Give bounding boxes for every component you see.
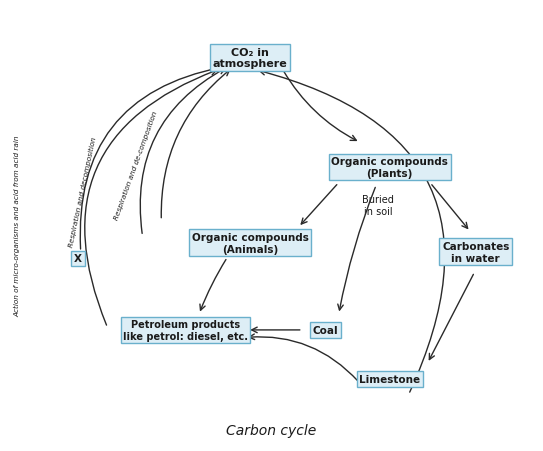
- Text: X: X: [74, 254, 82, 264]
- Text: Respiration and decomposition: Respiration and decomposition: [68, 137, 97, 248]
- Text: Action of micro-organisms and acid from acid rain: Action of micro-organisms and acid from …: [15, 135, 21, 316]
- Text: Buried
in soil: Buried in soil: [362, 195, 394, 216]
- Text: Coal: Coal: [312, 325, 338, 335]
- Text: Organic compounds
(Plants): Organic compounds (Plants): [331, 157, 448, 178]
- Text: Carbon cycle: Carbon cycle: [226, 423, 317, 437]
- Text: CO₂ in
atmosphere: CO₂ in atmosphere: [213, 48, 287, 69]
- Text: Limestone: Limestone: [359, 374, 420, 384]
- Text: Carbonates
in water: Carbonates in water: [442, 241, 509, 263]
- Text: Respiration and de-composition: Respiration and de-composition: [113, 110, 159, 221]
- Text: Petroleum products
like petrol: diesel, etc.: Petroleum products like petrol: diesel, …: [123, 319, 248, 341]
- Text: Organic compounds
(Animals): Organic compounds (Animals): [192, 233, 308, 254]
